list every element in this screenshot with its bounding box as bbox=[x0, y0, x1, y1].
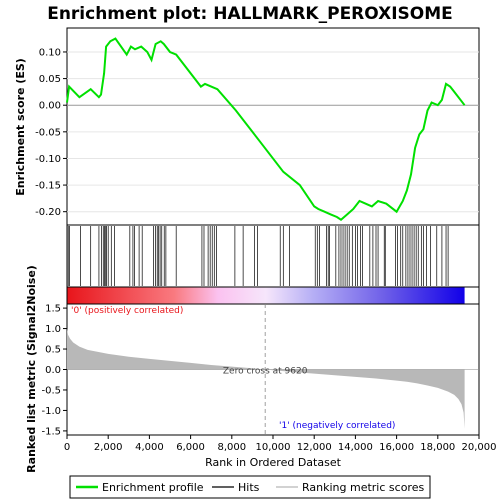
legend-ranking-metric-scores: Ranking metric scores bbox=[302, 481, 424, 494]
es-panel-frame bbox=[66, 27, 480, 226]
ranked-metric-panel: Zero cross at 9620 '0' (positively corre… bbox=[25, 265, 480, 473]
hits-panel bbox=[66, 224, 480, 288]
x-tick-label: 10,000 bbox=[256, 442, 291, 453]
es-y-ticks: 0.10 0.05 0.00 -0.05 -0.10 -0.15 -0.20 bbox=[35, 47, 67, 218]
x-tick-label: 12,000 bbox=[297, 442, 332, 453]
ranked-y-tick-label: -1.0 bbox=[41, 406, 61, 417]
ranked-y-axis-label: Ranked list metric (Signal2Noise) bbox=[25, 265, 38, 473]
x-tick-label: 2,000 bbox=[94, 442, 123, 453]
positive-correlation-label: '0' (positively correlated) bbox=[71, 306, 183, 316]
es-y-tick-label: 0.00 bbox=[39, 101, 61, 112]
x-tick-label: 8,000 bbox=[217, 442, 246, 453]
es-panel: 0.10 0.05 0.00 -0.05 -0.10 -0.15 -0.20 Enrichm… bbox=[14, 27, 480, 226]
x-tick-label: 0 bbox=[64, 442, 70, 453]
ranking-metric-area bbox=[67, 328, 465, 429]
es-y-tick-label: -0.20 bbox=[35, 207, 61, 218]
x-tick-label: 16,000 bbox=[379, 442, 414, 453]
es-y-tick-label: 0.05 bbox=[39, 74, 61, 85]
x-tick-label: 20,000 bbox=[462, 442, 497, 453]
x-tick-label: 4,000 bbox=[135, 442, 164, 453]
ranked-y-tick-label: 1.0 bbox=[45, 324, 61, 335]
chart-title: Enrichment plot: HALLMARK_PEROXISOME bbox=[47, 4, 453, 24]
es-y-tick-label: -0.05 bbox=[35, 127, 61, 138]
legend-hits: Hits bbox=[238, 481, 260, 494]
ranked-y-ticks: 1.5 1.0 0.5 0.0 -0.5 -1.0 -1.5 bbox=[41, 304, 67, 437]
negative-correlation-label: '1' (negatively correlated) bbox=[279, 421, 395, 431]
ranked-y-tick-label: -1.5 bbox=[41, 426, 61, 437]
legend-enrichment-profile: Enrichment profile bbox=[102, 481, 204, 494]
x-tick-label: 14,000 bbox=[338, 442, 373, 453]
hits-panel-frame bbox=[66, 224, 480, 288]
x-tick-label: 6,000 bbox=[176, 442, 205, 453]
x-tick-label: 18,000 bbox=[420, 442, 455, 453]
legend-frame bbox=[69, 475, 431, 499]
x-axis-ticks: 0 2,000 4,000 6,000 8,000 10,000 12,000 14,000 1… bbox=[64, 435, 497, 453]
heat-bar bbox=[67, 287, 465, 304]
es-y-tick-label: -0.15 bbox=[35, 181, 61, 192]
es-y-axis-label: Enrichment score (ES) bbox=[14, 58, 27, 196]
legend: Enrichment profile Hits Ranking metric s… bbox=[69, 475, 431, 499]
ranked-y-tick-label: 1.5 bbox=[45, 304, 61, 315]
ranked-y-tick-label: 0.0 bbox=[45, 365, 61, 376]
ranked-y-tick-label: 0.5 bbox=[45, 345, 61, 356]
es-y-tick-label: -0.10 bbox=[35, 154, 61, 165]
zero-cross-label: Zero cross at 9620 bbox=[223, 367, 308, 377]
enrichment-profile-line bbox=[66, 37, 466, 221]
hit-marks bbox=[67, 226, 449, 286]
correlation-heat-bar bbox=[66, 286, 480, 305]
x-axis-label: Rank in Ordered Dataset bbox=[205, 456, 342, 469]
es-y-tick-label: 0.10 bbox=[39, 47, 61, 58]
ranked-y-tick-label: -0.5 bbox=[41, 385, 61, 396]
